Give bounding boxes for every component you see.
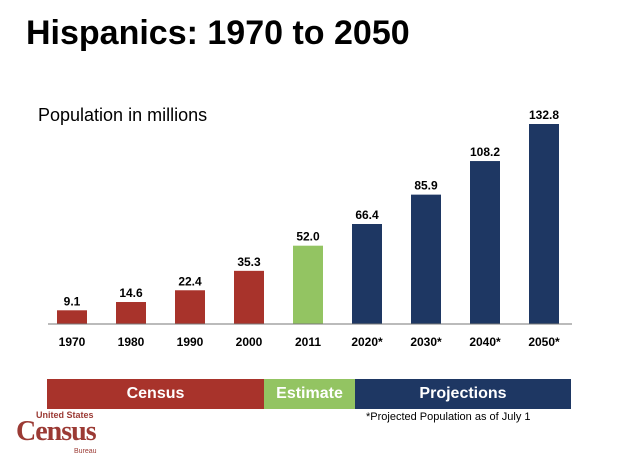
value-label-2020: 66.4: [355, 208, 379, 222]
footnote: *Projected Population as of July 1: [366, 411, 531, 423]
bar-2000: [234, 270, 264, 324]
value-label-2000: 35.3: [237, 255, 261, 269]
x-tick-label-2020: 2020*: [351, 335, 383, 349]
value-label-2030: 85.9: [414, 179, 438, 193]
value-label-2011: 52.0: [296, 230, 320, 244]
y-axis-label: Population in millions: [38, 105, 208, 125]
x-tick-label-1980: 1980: [118, 335, 145, 349]
x-tick-label-1990: 1990: [177, 335, 204, 349]
x-tick-label-2040: 2040*: [469, 335, 501, 349]
legend-projections: Projections: [355, 379, 571, 409]
legend-census: Census: [47, 379, 264, 409]
legend-estimate: Estimate: [264, 379, 355, 409]
x-tick-label-2050: 2050*: [528, 335, 560, 349]
logo-top-text: United States: [36, 410, 94, 420]
value-label-2050: 132.8: [529, 108, 559, 122]
x-tick-label-1970: 1970: [59, 335, 86, 349]
value-label-1970: 9.1: [64, 294, 81, 308]
x-tick-label-2030: 2030*: [410, 335, 442, 349]
chart-title: Hispanics: 1970 to 2050: [26, 14, 410, 52]
logo-main-text: Census: [16, 416, 97, 447]
bar-1970: [57, 310, 87, 324]
logo-bottom-text: Bureau: [74, 448, 97, 455]
x-tick-label-2000: 2000: [236, 335, 263, 349]
bar-2020: [352, 224, 382, 324]
census-bureau-logo: United States Census Bureau: [16, 410, 106, 462]
bar-2030: [411, 194, 441, 324]
bar-2011: [293, 245, 323, 324]
bar-2040: [470, 161, 500, 324]
legend-projections-label: Projections: [419, 385, 507, 402]
legend-estimate-label: Estimate: [276, 385, 343, 402]
bar-1990: [175, 290, 205, 324]
value-label-1980: 14.6: [119, 286, 143, 300]
x-tick-label-2011: 2011: [295, 335, 321, 349]
bar-2050: [529, 124, 559, 324]
bar-1980: [116, 302, 146, 324]
value-label-1990: 22.4: [178, 274, 202, 288]
legend-census-label: Census: [126, 385, 185, 402]
value-label-2040: 108.2: [470, 145, 500, 159]
